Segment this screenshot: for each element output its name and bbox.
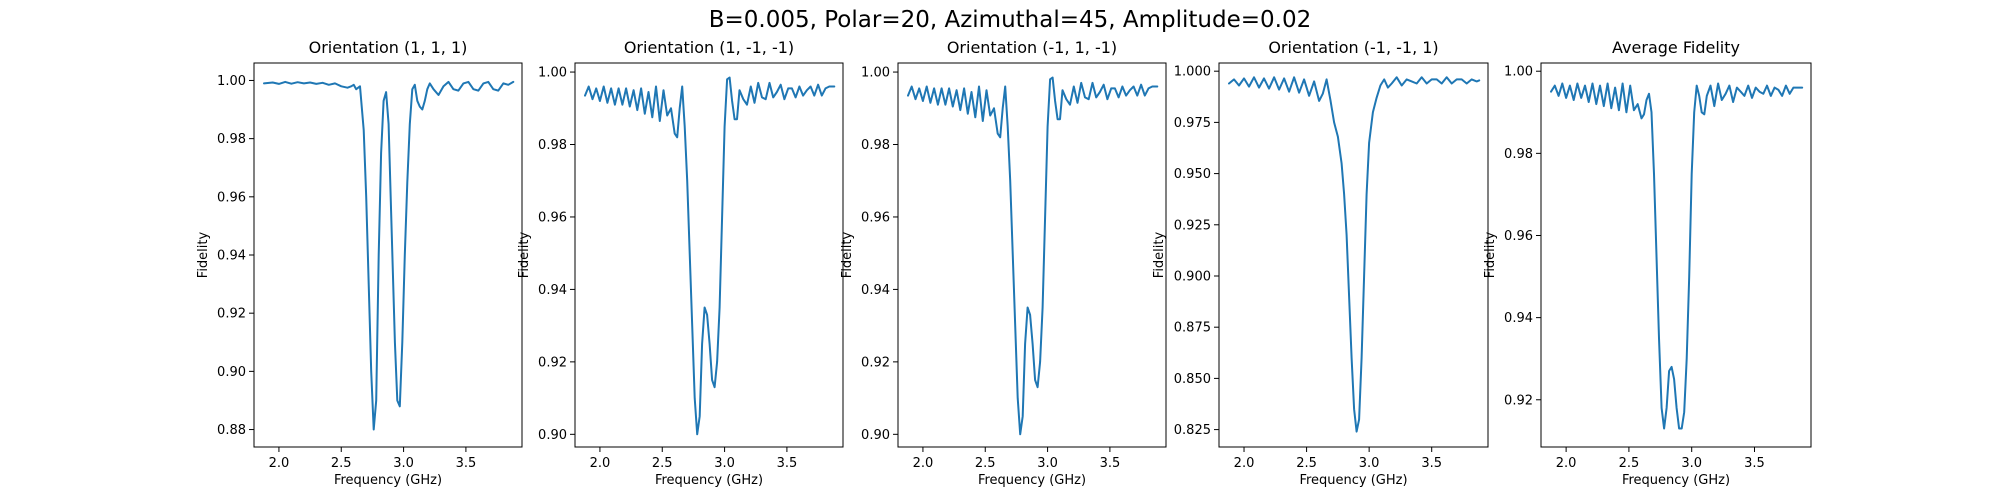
y-axis-label: Fidelity [196, 231, 211, 278]
x-tick-label: 3.5 [1744, 456, 1765, 471]
x-tick-label: 2.0 [913, 456, 934, 471]
plot-frame [1540, 62, 1812, 448]
subplot-title: Orientation (1, 1, 1) [309, 38, 468, 57]
x-tick-label: 3.5 [1100, 456, 1121, 471]
y-tick-label: 0.925 [1174, 218, 1211, 233]
y-tick-label: 0.92 [217, 307, 246, 322]
x-axis-label: Frequency (GHz) [334, 473, 442, 488]
y-tick-label: 0.94 [861, 283, 890, 298]
x-axis-label: Frequency (GHz) [1299, 473, 1407, 488]
subplot-4: Orientation (-1, -1, 1) 2.0 2.5 3.0 3.5 0.825… [1152, 38, 1489, 488]
y-tick-label: 0.90 [538, 428, 567, 443]
y-tick-label: 0.98 [538, 138, 567, 153]
plot-frame [1218, 62, 1489, 448]
subplot-5: Average Fidelity 2.0 2.5 3.0 3.5 0.92 0.94 0.96… [1483, 38, 1812, 488]
y-axis-label: Fidelity [1483, 231, 1498, 278]
series-line-1 [1228, 76, 1481, 433]
figure-title: B=0.005, Polar=20, Azimuthal=45, Amplitu… [709, 7, 1312, 33]
y-tick-label: 0.850 [1174, 372, 1211, 387]
y-tick-label: 0.96 [538, 210, 567, 225]
x-tick-label: 3.0 [393, 456, 414, 471]
y-tick-label: 1.00 [1504, 65, 1533, 80]
y-tick-label: 0.98 [861, 138, 890, 153]
series-line-1 [584, 76, 836, 436]
subplot-title: Orientation (1, -1, -1) [624, 38, 794, 57]
y-axis-label: Fidelity [517, 231, 532, 278]
x-tick-label: 3.5 [777, 456, 798, 471]
y-tick-label: 0.94 [1504, 311, 1533, 326]
x-tick-label: 2.0 [590, 456, 611, 471]
plot-frame [897, 62, 1167, 448]
y-tick-label: 0.96 [1504, 229, 1533, 244]
series-line-1 [1550, 82, 1804, 430]
x-tick-label: 2.0 [269, 456, 290, 471]
y-axis-label: Fidelity [1152, 231, 1167, 278]
y-tick-label: 0.88 [217, 423, 246, 438]
subplot-1: Orientation (1, 1, 1) 2.0 2.5 3.0 3.5 0.88 0.9… [196, 38, 523, 488]
y-tick-label: 0.98 [1504, 147, 1533, 162]
y-tick-label: 1.00 [538, 66, 567, 81]
x-tick-label: 2.0 [1556, 456, 1577, 471]
y-tick-label: 0.825 [1174, 423, 1211, 438]
x-tick-label: 2.5 [331, 456, 352, 471]
x-tick-label: 3.0 [714, 456, 735, 471]
y-tick-label: 0.96 [861, 210, 890, 225]
subplot-title: Orientation (-1, -1, 1) [1268, 38, 1438, 57]
x-tick-label: 3.0 [1037, 456, 1058, 471]
y-tick-label: 0.875 [1174, 321, 1211, 336]
x-tick-label: 2.0 [1234, 456, 1255, 471]
x-tick-label: 3.0 [1681, 456, 1702, 471]
x-tick-label: 3.0 [1359, 456, 1380, 471]
y-tick-label: 1.00 [217, 74, 246, 89]
subplot-2: Orientation (1, -1, -1) 2.0 2.5 3.0 3.5 0.90 0… [517, 38, 844, 488]
series-line-1 [907, 76, 1159, 436]
y-tick-label: 0.90 [217, 365, 246, 380]
x-axis-label: Frequency (GHz) [655, 473, 763, 488]
x-tick-label: 2.5 [1619, 456, 1640, 471]
y-tick-label: 0.92 [1504, 393, 1533, 408]
x-tick-label: 2.5 [1296, 456, 1317, 471]
x-tick-label: 2.5 [975, 456, 996, 471]
y-tick-label: 0.92 [861, 355, 890, 370]
y-tick-label: 0.94 [217, 249, 246, 264]
y-axis-label: Fidelity [840, 231, 855, 278]
y-tick-label: 1.000 [1174, 65, 1211, 80]
x-axis-label: Frequency (GHz) [978, 473, 1086, 488]
y-tick-label: 0.94 [538, 283, 567, 298]
subplot-title: Average Fidelity [1612, 38, 1740, 57]
subplot-title: Orientation (-1, 1, -1) [947, 38, 1117, 57]
x-axis-label: Frequency (GHz) [1622, 473, 1730, 488]
plot-frame [574, 62, 844, 448]
x-tick-label: 3.5 [1421, 456, 1442, 471]
series-line-1 [263, 80, 515, 431]
y-tick-label: 0.90 [861, 428, 890, 443]
x-tick-label: 2.5 [652, 456, 673, 471]
x-tick-label: 3.5 [456, 456, 477, 471]
subplot-3: Orientation (-1, 1, -1) 2.0 2.5 3.0 3.5 0.90 0… [840, 38, 1167, 488]
y-tick-label: 0.975 [1174, 116, 1211, 131]
y-tick-label: 0.900 [1174, 269, 1211, 284]
y-tick-label: 0.98 [217, 132, 246, 147]
y-tick-label: 1.00 [861, 66, 890, 81]
y-tick-label: 0.92 [538, 355, 567, 370]
y-tick-label: 0.96 [217, 190, 246, 205]
y-tick-label: 0.950 [1174, 167, 1211, 182]
